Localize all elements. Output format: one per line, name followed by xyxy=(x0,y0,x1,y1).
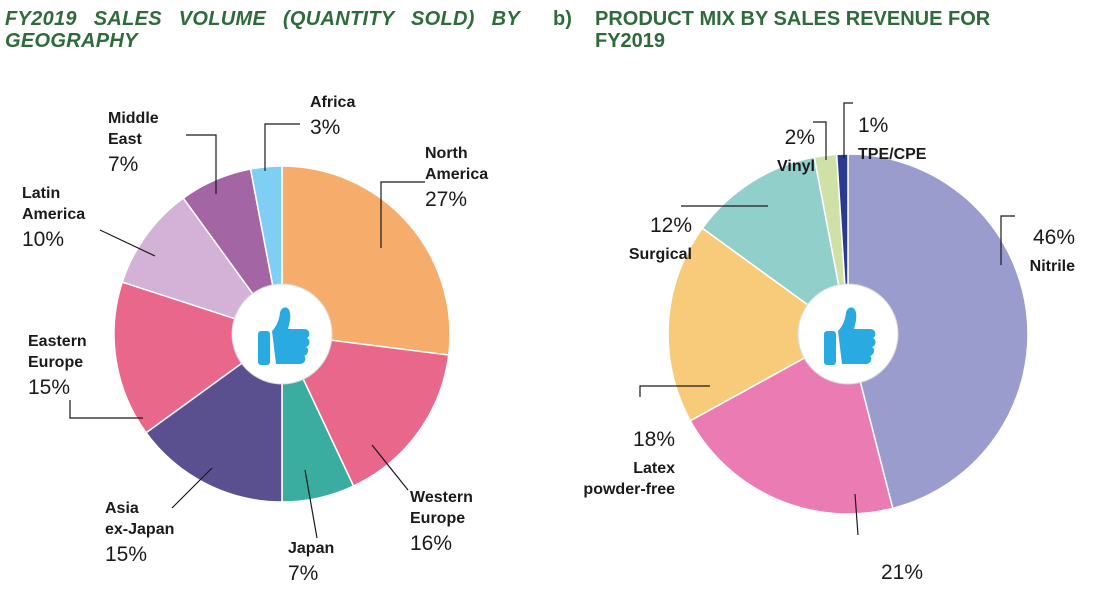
slice-value-latin-america: 10% xyxy=(22,228,64,251)
slice-value-asia-ex-japan: 15% xyxy=(105,543,147,566)
chart-b-panel-label: b) xyxy=(553,8,572,30)
slice-name-vinyl: Vinyl xyxy=(777,158,815,175)
slice-name-latin-america: Latin xyxy=(22,185,60,202)
slice-name-north-america: North xyxy=(425,145,468,162)
chart-b-title: PRODUCT MIX BY SALES REVENUE FOR FY2019 xyxy=(595,8,991,52)
slice-label-latex-powder-free: 18% Latex powder-free xyxy=(583,385,710,498)
slice-label-nitrile: 46% Nitrile xyxy=(1000,215,1075,275)
chart-a-title: FY2019 SALES VOLUME (QUANTITY SOLD) BY G… xyxy=(5,8,520,52)
thumb-cuff xyxy=(258,331,270,365)
slice-label-latin-america: Latin America 10% xyxy=(22,185,156,257)
leader-line-middle-east xyxy=(186,134,217,194)
leader-line-north-america xyxy=(380,181,425,248)
slice-label-africa: Africa 3% xyxy=(264,94,355,171)
slice-label-tpe-cpe: 1% TPE/CPE xyxy=(843,102,927,163)
slice-name-eastern-europe: Eastern xyxy=(28,333,87,350)
slice-label-latex-powdered: 21%Latex powdered xyxy=(854,493,923,584)
slice-name-latex-powder-free: Latex xyxy=(633,460,675,477)
pie-slice-latex-powder-free xyxy=(667,227,850,422)
slice-label-western-europe: Western Europe 16% xyxy=(371,444,473,555)
slice-name-latin-america: America xyxy=(22,206,85,223)
thumb-palm xyxy=(838,307,876,364)
slice-value-vinyl: 2% xyxy=(785,126,815,149)
leader-line-latex-powder-free xyxy=(639,385,710,397)
slice-label-vinyl: 2% Vinyl xyxy=(777,121,827,175)
leader-line-eastern-europe xyxy=(69,400,143,419)
pie-slice-latin-america xyxy=(121,197,284,336)
slice-name-latex-powder-free: powder-free xyxy=(583,481,675,498)
leader-line-tpe-cpe xyxy=(843,102,853,158)
leader-line-nitrile xyxy=(1000,215,1015,265)
slice-name-middle-east: East xyxy=(108,131,142,148)
thumbs-up-glyph xyxy=(824,307,876,365)
leader-line-africa xyxy=(264,123,300,171)
thumb-palm xyxy=(272,307,310,364)
leader-line-latin-america xyxy=(99,229,156,257)
thumbs-up-glyph xyxy=(258,307,310,365)
slice-value-middle-east: 7% xyxy=(108,153,138,176)
slice-value-latex-powdered: 21% xyxy=(881,561,923,584)
slice-name-asia-ex-japan: ex-Japan xyxy=(105,521,174,538)
leader-line-asia-ex-japan xyxy=(171,467,213,509)
slice-value-nitrile: 46% xyxy=(1033,226,1075,249)
slice-label-asia-ex-japan: Asia ex-Japan 15% xyxy=(105,467,213,566)
leader-line-latex-powdered xyxy=(854,493,859,536)
pie-slice-eastern-europe xyxy=(113,281,284,434)
leader-line-japan xyxy=(304,469,318,539)
slice-label-north-america: North America 27% xyxy=(380,145,488,248)
slice-name-western-europe: Western xyxy=(410,489,473,506)
slice-label-middle-east: Middle East 7% xyxy=(108,110,217,194)
slice-value-japan: 7% xyxy=(288,562,318,585)
slice-value-eastern-europe: 15% xyxy=(28,376,70,399)
pie-slice-surgical xyxy=(701,156,850,336)
leader-line-western-europe xyxy=(371,444,409,491)
slice-name-tpe-cpe: TPE/CPE xyxy=(858,146,927,163)
slice-value-surgical: 12% xyxy=(650,214,692,237)
slice-value-africa: 3% xyxy=(310,116,340,139)
slice-label-eastern-europe: Eastern Europe 15% xyxy=(28,333,143,419)
slice-value-north-america: 27% xyxy=(425,188,467,211)
slice-name-surgical: Surgical xyxy=(629,246,692,263)
thumbs-up-icon xyxy=(797,283,899,385)
slice-name-africa: Africa xyxy=(310,94,355,111)
slice-value-tpe-cpe: 1% xyxy=(858,114,888,137)
slice-label-surgical: 12% Surgical xyxy=(629,205,768,263)
slice-name-japan: Japan xyxy=(288,540,334,557)
slice-name-eastern-europe: Europe xyxy=(28,354,83,371)
thumbs-up-icon xyxy=(231,283,333,385)
thumb-cuff xyxy=(824,331,836,365)
pie-slice-asia-ex-japan xyxy=(145,332,283,503)
pie-slice-western-europe xyxy=(280,333,450,488)
slice-label-japan: Japan 7% xyxy=(288,469,334,585)
pie-chart-geography: North America 27% Western Europe 16% Japan 7% As… xyxy=(22,94,488,585)
pie-chart-product-mix: 46% Nitrile 21%Latex powdered 18% Latex powde… xyxy=(583,102,1075,584)
slice-name-western-europe: Europe xyxy=(410,510,465,527)
slice-name-north-america: America xyxy=(425,166,488,183)
slice-name-asia-ex-japan: Asia xyxy=(105,500,139,517)
slice-name-nitrile: Nitrile xyxy=(1030,258,1075,275)
pie-slice-nitrile xyxy=(847,153,1029,510)
slice-value-western-europe: 16% xyxy=(410,532,452,555)
leader-line-vinyl xyxy=(813,121,827,160)
slice-name-middle-east: Middle xyxy=(108,110,159,127)
slice-value-latex-powder-free: 18% xyxy=(633,428,675,451)
